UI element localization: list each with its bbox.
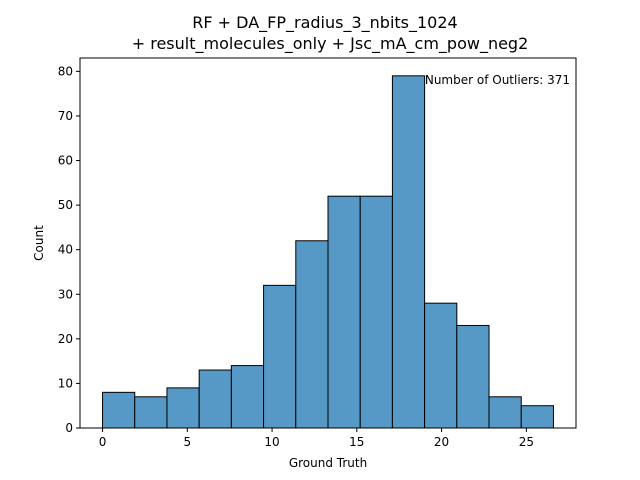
y-tick-label: 0: [65, 421, 73, 435]
x-tick-label: 0: [99, 435, 107, 449]
y-tick-label: 40: [58, 243, 73, 257]
histogram-bar: [166, 387, 200, 429]
y-ticks-group: 0 10 20 30 40 50 60 70 80: [58, 64, 80, 435]
chart-title-line-1: RF + DA_FP_radius_3_nbits_1024: [192, 13, 457, 33]
y-tick-label: 70: [58, 109, 73, 123]
histogram-bar: [134, 396, 168, 429]
y-tick-label: 10: [58, 376, 73, 390]
histogram-bar: [102, 391, 136, 429]
x-axis-label: Ground Truth: [289, 456, 367, 470]
histogram-bar: [391, 75, 426, 429]
histogram-bar: [263, 284, 297, 429]
plot-frame: [79, 57, 577, 429]
histogram-bar: [488, 396, 522, 429]
y-axis-label: Count: [32, 225, 46, 261]
histogram-bar: [424, 302, 458, 429]
x-tick-label: 15: [349, 435, 364, 449]
y-tick-label: 80: [58, 64, 73, 78]
outliers-annotation: Number of Outliers: 371: [425, 73, 570, 87]
histogram-bar: [198, 369, 232, 429]
x-tick-label: 25: [519, 435, 534, 449]
y-tick-label: 60: [58, 154, 73, 168]
histogram-bar: [456, 324, 490, 429]
histogram-bar: [520, 405, 554, 429]
histogram-bar: [359, 195, 393, 429]
histogram-bar: [230, 365, 265, 429]
histogram-bar: [327, 195, 361, 429]
x-tick-label: 10: [264, 435, 279, 449]
chart-title-line-2: + result_molecules_only + Jsc_mA_cm_pow_…: [132, 34, 529, 54]
histogram-bar: [295, 240, 329, 429]
x-tick-label: 5: [183, 435, 191, 449]
bars-group: [102, 75, 554, 429]
y-tick-label: 20: [58, 332, 73, 346]
x-tick-label: 20: [434, 435, 449, 449]
y-tick-label: 30: [58, 287, 73, 301]
x-ticks-group: 0 5 10 15 20 25: [99, 428, 534, 449]
y-tick-label: 50: [58, 198, 73, 212]
